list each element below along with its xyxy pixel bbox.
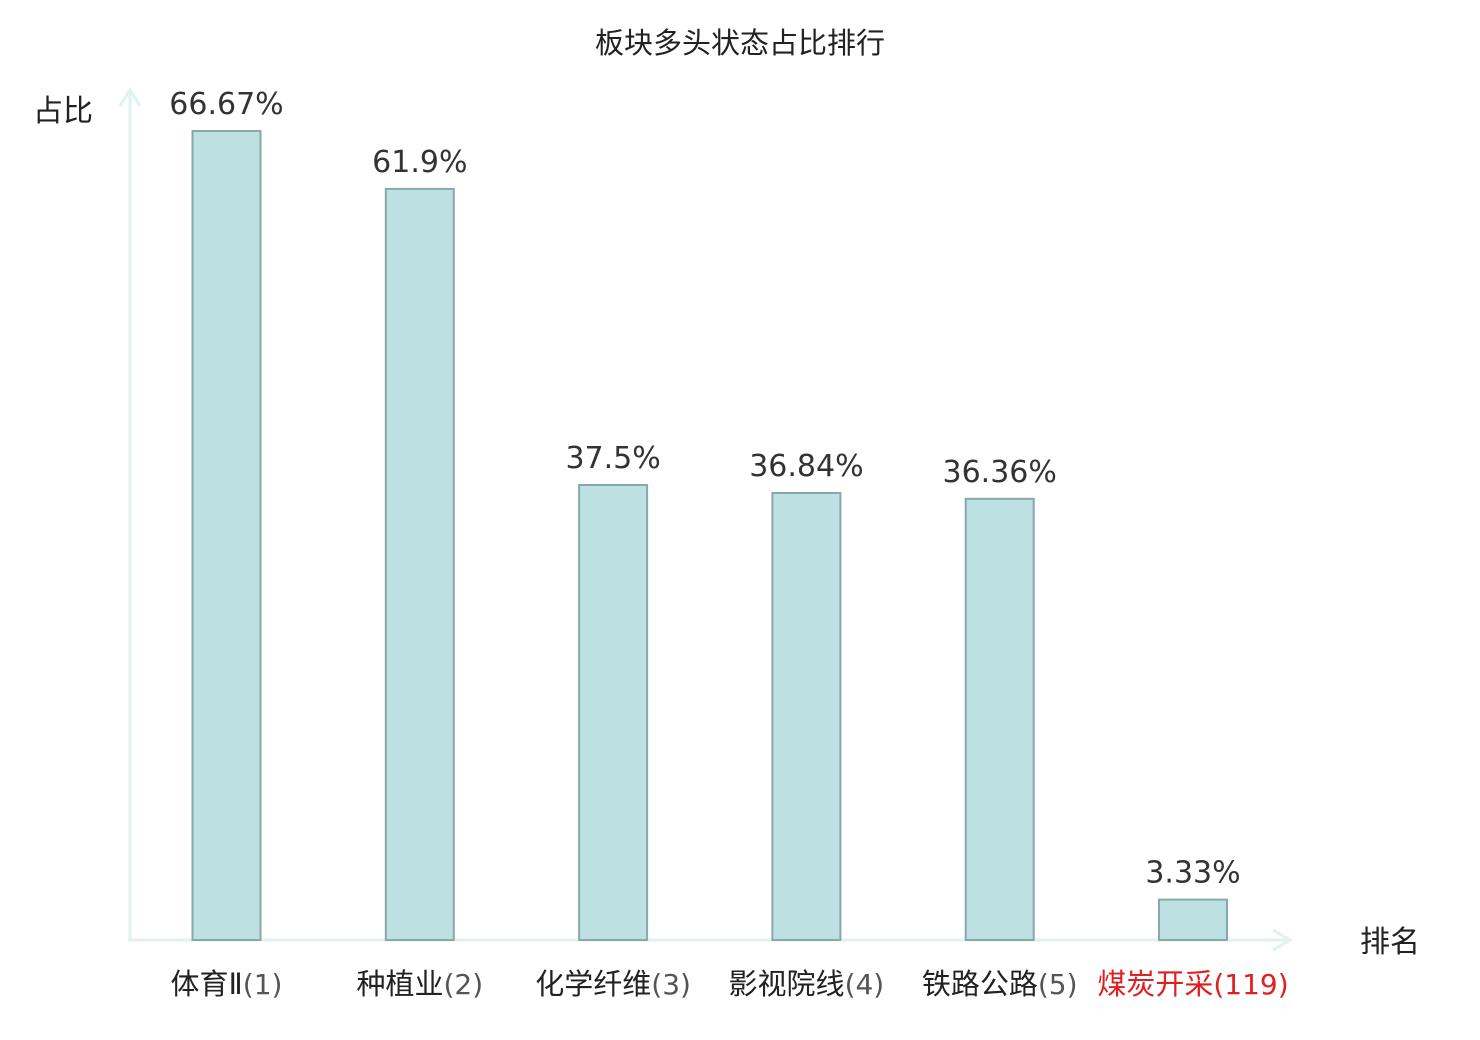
- bar-value-label: 36.84%: [749, 449, 863, 484]
- x-tick-rank: (4): [845, 968, 885, 1001]
- x-tick-category-name: 铁路公路: [922, 967, 1038, 1001]
- bar: [191, 130, 262, 941]
- bar: [578, 484, 649, 941]
- bar: [964, 497, 1035, 941]
- x-tick-category-name: 化学纤维: [535, 967, 651, 1001]
- chart-title: 板块多头状态占比排行: [595, 26, 885, 60]
- bar-value-label: 37.5%: [565, 441, 660, 476]
- y-axis-arrow: [118, 87, 142, 107]
- x-tick-category-name: 种植业: [356, 967, 443, 1001]
- bar: [771, 492, 842, 941]
- x-tick-labels: 体育Ⅱ(1) 种植业(2) 化学纤维(3) 影视院线(4) 铁路公路(5) 煤炭开采(11…: [171, 967, 1289, 1001]
- x-tick-rank: (3): [651, 968, 691, 1001]
- x-tick-category-name: 煤炭开采: [1097, 967, 1213, 1001]
- x-axis-label: 排名: [1360, 925, 1420, 960]
- x-tick-rank: (5): [1038, 968, 1078, 1001]
- x-tick-label: 种植业(2): [356, 967, 483, 1001]
- bar-value-label: 3.33%: [1145, 856, 1240, 891]
- x-tick-label: 铁路公路(5): [922, 967, 1078, 1001]
- x-tick-label: 影视院线(4): [729, 967, 885, 1001]
- data-labels: 66.67% 61.9% 37.5% 36.84% 36.36% 3.33%: [169, 87, 1240, 891]
- bar-value-label: 61.9%: [372, 145, 467, 180]
- x-tick-label: 体育Ⅱ(1): [171, 967, 283, 1001]
- x-tick-rank: (2): [443, 968, 483, 1001]
- bar-value-label: 66.67%: [169, 87, 283, 122]
- x-tick-category-name: 体育Ⅱ: [171, 967, 243, 1001]
- bar: [1158, 898, 1228, 941]
- bar-series: [191, 130, 1228, 941]
- bar-value-label: 36.36%: [943, 455, 1057, 490]
- x-tick-category-name: 影视院线: [729, 967, 845, 1001]
- x-tick-label: 化学纤维(3): [535, 967, 691, 1001]
- x-tick-rank: (1): [243, 968, 283, 1001]
- x-axis-arrow: [1272, 928, 1293, 952]
- y-axis-label: 占比: [33, 94, 93, 129]
- x-tick-rank: (119): [1213, 968, 1288, 1001]
- bar: [384, 187, 455, 941]
- x-tick-label: 煤炭开采(119): [1097, 967, 1288, 1001]
